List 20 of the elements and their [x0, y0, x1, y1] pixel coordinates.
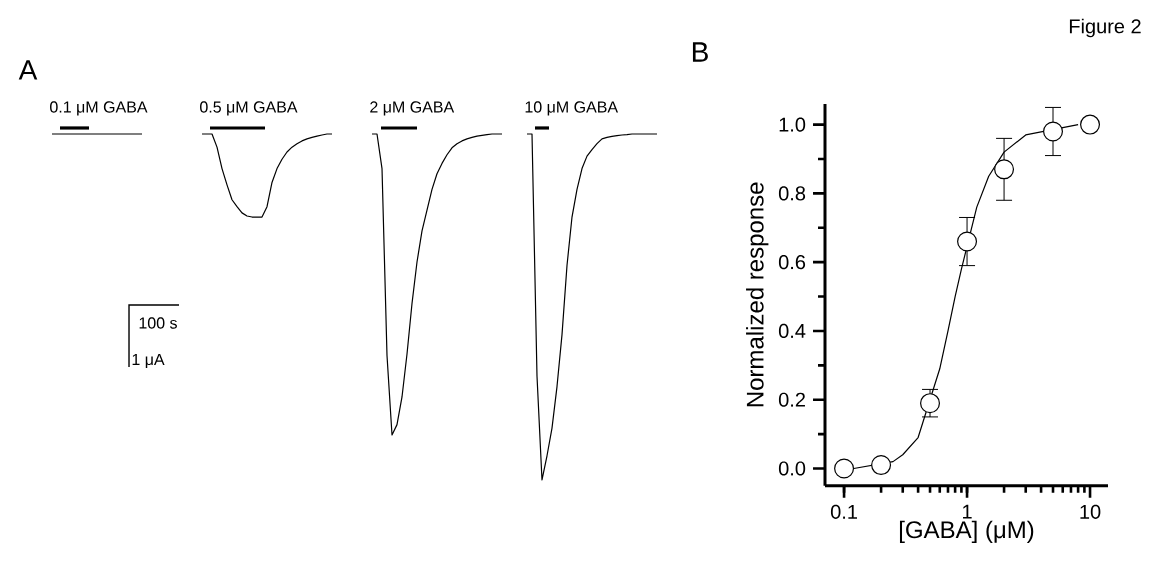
annotation: 1 μA [132, 353, 165, 369]
annotation: 100 s [139, 317, 177, 329]
y-tick-label: 0.6 [778, 255, 806, 270]
x-axis-title: [GABA] (μM) [899, 520, 1034, 544]
chart-title: B [692, 42, 708, 62]
y-tick-label: 0.4 [778, 323, 806, 339]
x-tick-label: 10 [1080, 504, 1101, 519]
series-label: 10 μM GABA [525, 101, 619, 116]
x-tick-label: 0.1 [830, 504, 857, 519]
chart-title: A [18, 60, 38, 80]
y-tick-label: 0.2 [778, 392, 805, 407]
y-axis-title: Normalized response [746, 182, 769, 407]
caption: Figure 2 [1069, 18, 1141, 38]
y-tick-label: 0.8 [778, 186, 806, 201]
series-label: 0.5 μM GABA [200, 101, 298, 116]
series-label: 0.1 μM GABA [50, 101, 148, 116]
y-tick-label: 0.0 [778, 461, 806, 476]
y-tick-label: 1.0 [779, 117, 806, 132]
series-label: 2 μM GABA [370, 101, 455, 116]
x-tick-label: 1 [963, 504, 972, 519]
